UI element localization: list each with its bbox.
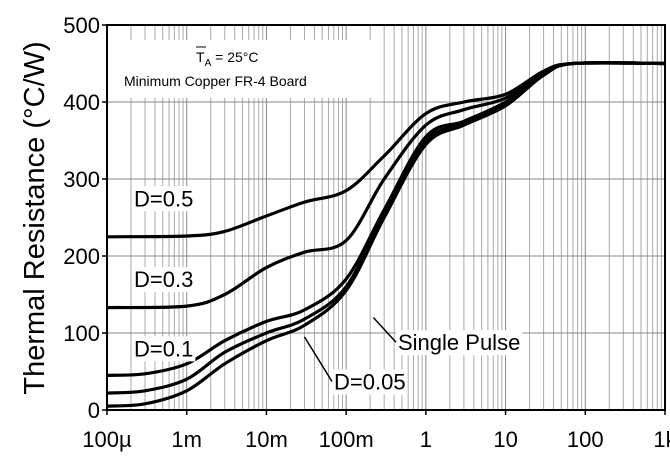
label-d-0-3: D=0.3 [134, 267, 193, 292]
single-pulse-leader [372, 317, 397, 343]
label-d-0-3-bg [132, 267, 196, 293]
y-tick-label: 400 [63, 90, 100, 115]
y-tick-label: 300 [63, 167, 100, 192]
series-line-single-pulse [106, 61, 666, 408]
x-tick-label: 100m [319, 427, 374, 452]
label-d-0-1-bg [132, 336, 196, 362]
plot-frame [106, 24, 666, 411]
x-tick-label: 1m [171, 427, 202, 452]
condition-text: TA = 25°C [196, 49, 258, 69]
series-labels: D=0.5 D=0.3 D=0.1 Single Pulse D=0.05 [132, 186, 523, 395]
y-tick-label: 500 [63, 13, 100, 38]
x-tick-label: 10 [493, 427, 517, 452]
y-tick-label: 200 [63, 244, 100, 269]
x-tick-label: 100µ [82, 427, 132, 452]
annotation-background [118, 40, 376, 98]
series-line-d-0-3 [106, 61, 666, 310]
x-tick-label: 100 [567, 427, 604, 452]
x-tick-label: 1k [653, 427, 670, 452]
x-tick-label: 10m [245, 427, 288, 452]
x-tick-label: 1 [420, 427, 432, 452]
label-single-pulse: Single Pulse [398, 330, 520, 355]
y-tick-label: 100 [63, 321, 100, 346]
d-0-05-leader [303, 336, 333, 382]
y-tick-label: 0 [88, 398, 100, 423]
label-d-0-5-bg [132, 186, 196, 212]
board-text: Minimum Copper FR-4 Board [124, 73, 307, 89]
condition-annotation: TA = 25°C Minimum Copper FR-4 Board [118, 40, 376, 98]
tick-labels: 100µ 1m 10m 100m 1 10 100 1k 0 100 200 300 400 500 [63, 13, 670, 452]
label-d-0-5: D=0.5 [134, 186, 193, 211]
label-d-0-1: D=0.1 [134, 336, 193, 361]
label-single-pulse-bg [396, 330, 523, 356]
label-d-0-05-bg [332, 369, 408, 395]
y-axis-label: Thermal Resistance (°C/W) [19, 41, 51, 394]
label-d-0-05: D=0.05 [334, 370, 406, 395]
